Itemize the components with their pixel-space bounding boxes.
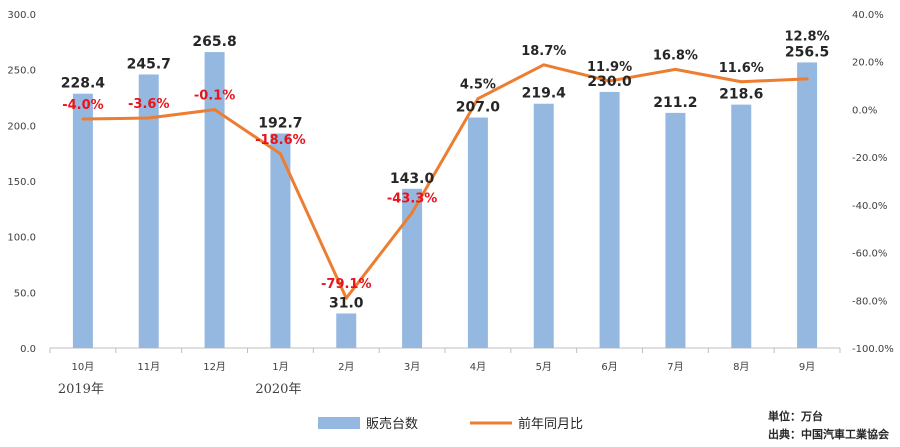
yoy-line <box>81 63 809 300</box>
yoy-value-label: 16.8% <box>653 48 698 63</box>
bar <box>402 188 423 348</box>
yoy-value-label: -18.6% <box>255 133 306 148</box>
yoy-value-label: -79.1% <box>321 277 372 292</box>
bar-value-label: 228.4 <box>61 76 106 92</box>
yoy-point <box>81 117 85 121</box>
yoy-point <box>278 152 282 156</box>
yoy-value-label: 12.8% <box>785 29 830 44</box>
bar-value-label: 265.8 <box>192 34 236 50</box>
yoy-point <box>739 80 743 84</box>
x-tick-label: 1月 <box>272 361 288 373</box>
yoy-value-label: -43.3% <box>387 192 438 207</box>
year-label: 2019年 <box>58 382 104 397</box>
y-left-tick-label: 250.0 <box>7 66 36 77</box>
yoy-value-label: -3.6% <box>128 97 169 112</box>
yoy-point <box>147 116 151 120</box>
x-tick-label: 11月 <box>137 361 160 373</box>
y-right-tick-label: -60.0% <box>852 249 887 260</box>
x-tick-label: 9月 <box>799 361 815 373</box>
x-tick-label: 10月 <box>72 361 95 373</box>
x-tick-label: 5月 <box>536 361 552 373</box>
x-tick-label: 3月 <box>404 361 420 373</box>
yoy-point <box>344 296 348 300</box>
source-note: 出典：中国汽車工業協会 <box>768 427 890 441</box>
legend-label-bar: 販売台数 <box>366 416 418 432</box>
y-left-tick-label: 0.0 <box>20 344 36 355</box>
bar <box>138 74 159 348</box>
bar <box>731 104 752 348</box>
bar <box>467 117 488 348</box>
bar-value-label: 219.4 <box>522 86 567 102</box>
y-left-tick-label: 300.0 <box>7 10 36 21</box>
yoy-point <box>213 108 217 112</box>
yoy-point <box>410 211 414 215</box>
yoy-value-label: 18.7% <box>521 44 566 59</box>
bar <box>270 133 291 348</box>
yoy-point <box>805 77 809 81</box>
yoy-point <box>476 97 480 101</box>
y-right-tick-label: -80.0% <box>852 296 887 307</box>
x-tick-label: 4月 <box>470 361 486 373</box>
yoy-point <box>542 63 546 67</box>
bar <box>72 93 93 349</box>
yoy-point <box>673 67 677 71</box>
x-tick-label: 7月 <box>667 361 683 373</box>
axes-layer: 0.0 50.0 100.0 150.0 200.0 250.0 300.0 -100.0% -… <box>7 10 893 397</box>
y-right-tick-label: 40.0% <box>852 10 884 21</box>
x-tick-label: 8月 <box>733 361 749 373</box>
yoy-value-label: 4.5% <box>460 78 496 93</box>
bar-value-label: 143.0 <box>390 171 435 187</box>
yoy-value-label: -0.1% <box>194 89 235 104</box>
bar <box>533 103 554 348</box>
bar <box>204 52 225 349</box>
y-left-tick-label: 50.0 <box>14 288 36 299</box>
bar-value-label: 31.0 <box>329 295 364 311</box>
y-right-tick-label: 20.0% <box>852 58 884 69</box>
bar-value-label: 245.7 <box>127 56 171 72</box>
line-layer <box>81 63 809 300</box>
bar <box>336 313 357 348</box>
bar-value-label: 230.0 <box>587 74 632 90</box>
bars-layer <box>72 52 818 349</box>
y-right-tick-label: 0.0% <box>852 105 877 116</box>
x-tick-label: 6月 <box>601 361 617 373</box>
bar-value-label: 192.7 <box>258 115 302 131</box>
bar-value-label: 218.6 <box>719 87 763 103</box>
bar <box>665 112 686 348</box>
legend-label-line: 前年同月比 <box>518 416 583 432</box>
bar <box>797 62 818 349</box>
yoy-value-label: 11.6% <box>719 61 764 76</box>
labels-layer: 228.4 245.7 265.8 192.7 31.0 143.0 207.0 219.4 2… <box>61 29 830 311</box>
bar-value-label: 207.0 <box>456 100 501 116</box>
x-tick-label: 2月 <box>338 361 354 373</box>
bar-value-label: 256.5 <box>785 44 829 60</box>
y-left-tick-label: 200.0 <box>7 121 36 132</box>
y-right-tick-label: -20.0% <box>852 153 887 164</box>
yoy-point <box>608 79 612 83</box>
y-right-tick-label: -40.0% <box>852 201 887 212</box>
unit-note: 単位：万台 <box>768 409 823 423</box>
legend: 販売台数 前年同月比 <box>318 416 583 432</box>
y-left-tick-label: 100.0 <box>7 233 36 244</box>
yoy-value-label: -4.0% <box>62 98 103 113</box>
y-right-tick-label: -100.0% <box>852 344 894 355</box>
yoy-value-label: 11.9% <box>587 60 632 75</box>
bar-value-label: 211.2 <box>653 95 697 111</box>
legend-swatch-bar <box>318 417 360 429</box>
x-tick-label: 12月 <box>203 361 226 373</box>
y-left-tick-label: 150.0 <box>7 177 36 188</box>
year-label: 2020年 <box>255 382 301 397</box>
bar <box>599 91 620 348</box>
